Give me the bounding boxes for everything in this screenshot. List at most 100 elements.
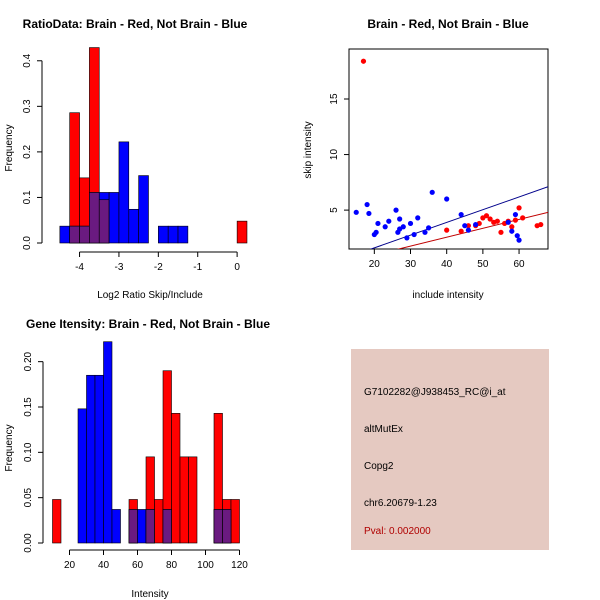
- ratio-histogram-xlabel: Log2 Ratio Skip/Include: [97, 290, 203, 301]
- bar-brain: [188, 456, 198, 544]
- scatter-title: Brain - Red, Not Brain - Blue: [367, 17, 529, 31]
- point-not-brain: [386, 218, 392, 224]
- scatter-frame: [348, 48, 549, 250]
- y-tick-label: 0.15: [23, 397, 34, 417]
- point-not-brain: [415, 215, 421, 221]
- bar-overlap: [128, 509, 138, 544]
- point-not-brain: [404, 235, 410, 241]
- intensity-histogram-xlabel: Intensity: [131, 589, 168, 600]
- point-not-brain: [411, 231, 417, 238]
- bar-not-brain: [167, 225, 179, 244]
- point-not-brain: [366, 210, 372, 217]
- point-not-brain: [400, 224, 406, 230]
- x-tick-label: -2: [154, 262, 163, 273]
- point-brain: [516, 205, 522, 211]
- x-tick-label: 60: [132, 560, 144, 571]
- point-not-brain: [458, 211, 464, 218]
- point-brain: [360, 58, 367, 64]
- y-tick-label: 0.1: [22, 190, 33, 204]
- y-tick-label: 5: [329, 207, 340, 213]
- x-tick-label: -3: [114, 262, 123, 273]
- ratio-histogram: RatioData: Brain - Red, Not Brain - Blue…: [4, 17, 248, 301]
- y-tick-label: 10: [329, 149, 340, 161]
- bar-overlap: [145, 509, 155, 544]
- intensity-histogram-title: Gene Itensity: Brain - Red, Not Brain - …: [26, 317, 270, 331]
- point-not-brain: [462, 223, 468, 229]
- point-brain: [538, 221, 544, 228]
- bar-not-brain: [94, 374, 104, 544]
- x-tick-label: 30: [405, 259, 417, 270]
- bar-brain: [230, 499, 240, 544]
- point-not-brain: [509, 228, 515, 234]
- point-not-brain: [514, 233, 520, 239]
- point-not-brain: [426, 225, 432, 231]
- probe-info-panel: G7102282@J938453_RC@i_at altMutEx Copg2 …: [351, 349, 549, 550]
- event-type: altMutEx: [364, 424, 403, 435]
- y-tick-label: 0.3: [22, 99, 33, 113]
- x-tick-label: 50: [477, 259, 489, 270]
- point-brain: [498, 229, 504, 235]
- x-tick-label: 40: [98, 560, 110, 571]
- y-tick-label: 0.4: [22, 53, 33, 67]
- x-tick-label: 0: [234, 262, 240, 273]
- y-tick-label: 0.0: [22, 236, 33, 250]
- point-brain: [512, 217, 519, 223]
- x-tick-label: 80: [166, 560, 178, 571]
- point-not-brain: [382, 224, 388, 230]
- y-tick-label: 15: [329, 93, 340, 105]
- intensity-histogram: Gene Itensity: Brain - Red, Not Brain - …: [4, 317, 270, 600]
- probe-id: G7102282@J938453_RC@i_at: [364, 387, 506, 398]
- x-tick-label: 20: [369, 259, 381, 270]
- bar-not-brain: [128, 208, 139, 244]
- x-tick-label: 40: [441, 259, 453, 270]
- gene-location: chr6.20679-1.23: [364, 498, 437, 509]
- point-brain: [458, 228, 464, 234]
- bar-overlap: [222, 509, 232, 544]
- point-not-brain: [505, 219, 511, 225]
- bar-not-brain: [118, 141, 130, 244]
- point-not-brain: [473, 221, 479, 228]
- point-brain: [444, 227, 450, 233]
- bar-not-brain: [86, 374, 96, 544]
- bar-overlap: [79, 225, 90, 244]
- gene-name: Copg2: [364, 461, 394, 472]
- bar-not-brain: [77, 408, 87, 544]
- y-tick-label: 0.2: [22, 145, 33, 159]
- point-brain: [465, 223, 471, 229]
- bar-overlap: [69, 225, 80, 244]
- point-brain: [487, 216, 493, 222]
- x-tick-label: 60: [513, 259, 525, 270]
- intensity-scatter: Brain - Red, Not Brain - Blue include in…: [303, 17, 549, 301]
- point-brain: [520, 215, 526, 221]
- bar-overlap: [162, 509, 172, 544]
- bar-brain: [52, 499, 62, 544]
- x-tick-label: -1: [193, 262, 202, 273]
- point-not-brain: [465, 227, 471, 233]
- ratio-histogram-title: RatioData: Brain - Red, Not Brain - Blue: [23, 17, 248, 31]
- y-tick-label: 0.05: [23, 487, 34, 507]
- bar-brain: [69, 112, 80, 244]
- bar-not-brain: [108, 192, 120, 244]
- scatter-xlabel: include intensity: [412, 290, 483, 301]
- point-not-brain: [407, 220, 414, 227]
- x-tick-label: -4: [75, 262, 84, 273]
- point-not-brain: [422, 229, 428, 235]
- point-brain: [494, 218, 500, 224]
- bar-brain: [236, 220, 248, 244]
- point-brain: [483, 213, 490, 219]
- point-brain: [509, 224, 515, 230]
- bar-brain: [171, 413, 181, 544]
- point-not-brain: [393, 207, 399, 213]
- bar-not-brain: [158, 225, 169, 244]
- bar-not-brain: [59, 225, 70, 244]
- point-not-brain: [516, 237, 522, 243]
- point-not-brain: [375, 220, 381, 227]
- bar-overlap: [213, 509, 223, 544]
- point-not-brain: [512, 211, 519, 218]
- bar-overlap: [89, 192, 100, 244]
- bar-not-brain: [103, 341, 113, 544]
- bar-brain: [179, 456, 189, 544]
- ratio-histogram-ylabel: Frequency: [4, 124, 15, 171]
- point-not-brain: [444, 196, 450, 202]
